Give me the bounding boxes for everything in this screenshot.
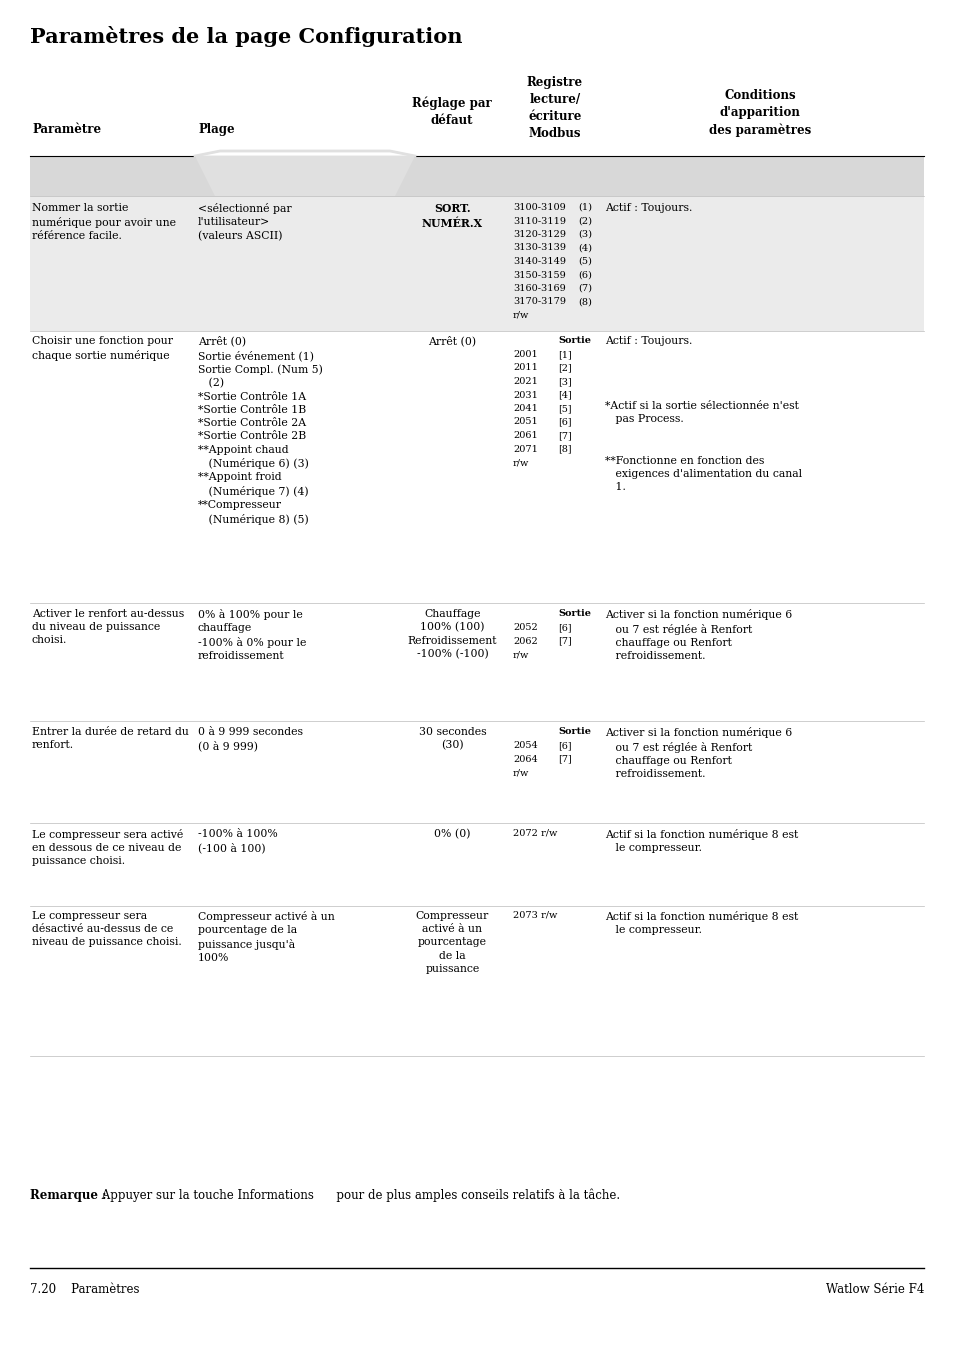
Text: 2061: 2061: [513, 431, 537, 440]
Text: (4): (4): [578, 243, 592, 253]
Text: Entrer la durée de retard du
renfort.: Entrer la durée de retard du renfort.: [32, 727, 189, 750]
Text: Compresseur
activé à un
pourcentage
de la
puissance: Compresseur activé à un pourcentage de l…: [416, 911, 489, 974]
Text: 2052: 2052: [513, 623, 537, 632]
Text: [2]: [2]: [558, 363, 571, 373]
Text: <sélectionné par
l'utilisateur>
(valeurs ASCII): <sélectionné par l'utilisateur> (valeurs…: [198, 203, 292, 240]
Text: Arrêt (0)
Sortie événement (1)
Sortie Compl. (Num 5)
   (2)
*Sortie Contrôle 1A
: Arrêt (0) Sortie événement (1) Sortie Co…: [198, 336, 322, 524]
Text: 2064: 2064: [513, 754, 537, 763]
Text: Registre
lecture/
écriture
Modbus: Registre lecture/ écriture Modbus: [526, 76, 582, 141]
Text: Nommer la sortie
numérique pour avoir une
référence facile.: Nommer la sortie numérique pour avoir un…: [32, 203, 175, 240]
Text: 2031: 2031: [513, 390, 537, 400]
Text: r/w: r/w: [513, 767, 529, 777]
Text: Choisir une fonction pour
chaque sortie numérique: Choisir une fonction pour chaque sortie …: [32, 336, 172, 361]
Text: 2072 r/w: 2072 r/w: [513, 830, 557, 838]
Text: [7]: [7]: [558, 636, 571, 646]
Text: Conditions
d'apparition
des paramètres: Conditions d'apparition des paramètres: [708, 89, 810, 136]
Text: (5): (5): [578, 257, 591, 266]
Text: Activer si la fonction numérique 6
   ou 7 est réglée à Renfort
   chauffage ou : Activer si la fonction numérique 6 ou 7 …: [604, 609, 791, 661]
Text: Appuyer sur la touche Informations      pour de plus amples conseils relatifs à : Appuyer sur la touche Informations pour …: [98, 1189, 619, 1202]
Text: r/w: r/w: [513, 311, 529, 320]
Bar: [30, 155, 923, 196]
Text: 3170-3179: 3170-3179: [513, 297, 565, 307]
Text: Actif : Toujours.: Actif : Toujours.: [604, 336, 692, 346]
Text: Le compresseur sera activé
en dessous de ce niveau de
puissance choisi.: Le compresseur sera activé en dessous de…: [32, 830, 183, 866]
Text: Sortie: Sortie: [558, 609, 590, 617]
Text: [6]: [6]: [558, 623, 571, 632]
Text: 3130-3139: 3130-3139: [513, 243, 565, 253]
Text: [6]: [6]: [558, 740, 571, 750]
Text: Sortie: Sortie: [558, 336, 590, 345]
Text: (8): (8): [578, 297, 591, 307]
Text: [8]: [8]: [558, 444, 571, 454]
Text: Actif si la fonction numérique 8 est
   le compresseur.: Actif si la fonction numérique 8 est le …: [604, 830, 798, 854]
Text: *Actif si la sortie sélectionnée n'est
   pas Process.: *Actif si la sortie sélectionnée n'est p…: [604, 401, 798, 424]
Text: -100% à 100%
(-100 à 100): -100% à 100% (-100 à 100): [198, 830, 277, 854]
Text: 3150-3159: 3150-3159: [513, 270, 565, 280]
Text: [5]: [5]: [558, 404, 571, 413]
Text: 2001: 2001: [513, 350, 537, 359]
Text: 2011: 2011: [513, 363, 537, 373]
Text: Arrêt (0): Arrêt (0): [428, 336, 476, 347]
Text: Watlow Série F4: Watlow Série F4: [824, 1283, 923, 1296]
Text: 2071: 2071: [513, 444, 537, 454]
Text: 3140-3149: 3140-3149: [513, 257, 565, 266]
Text: [1]: [1]: [558, 350, 571, 359]
Text: Réglage par
défaut: Réglage par défaut: [412, 96, 492, 127]
Text: 0 à 9 999 secondes
(0 à 9 999): 0 à 9 999 secondes (0 à 9 999): [198, 727, 303, 751]
Text: SORT.
NUMÉR.X: SORT. NUMÉR.X: [421, 203, 482, 228]
Text: Chauffage
100% (100)
Refroidissement
-100% (-100): Chauffage 100% (100) Refroidissement -10…: [407, 609, 497, 659]
Text: 3100-3109: 3100-3109: [513, 203, 565, 212]
Text: 3110-3119: 3110-3119: [513, 216, 565, 226]
Text: 2054: 2054: [513, 740, 537, 750]
Text: 30 secondes
(30): 30 secondes (30): [418, 727, 486, 751]
Text: [3]: [3]: [558, 377, 571, 386]
Text: 2073 r/w: 2073 r/w: [513, 911, 557, 920]
Text: 2021: 2021: [513, 377, 537, 386]
Text: 0% (0): 0% (0): [434, 830, 470, 839]
Text: [7]: [7]: [558, 431, 571, 440]
Text: 2062: 2062: [513, 636, 537, 646]
Text: (2): (2): [578, 216, 592, 226]
Text: Actif : Toujours.: Actif : Toujours.: [604, 203, 692, 213]
Text: (3): (3): [578, 230, 592, 239]
Text: r/w: r/w: [513, 458, 529, 467]
Bar: [30, 196, 923, 331]
Text: (6): (6): [578, 270, 591, 280]
Text: Sortie: Sortie: [558, 727, 590, 736]
Text: (1): (1): [578, 203, 592, 212]
Text: 2051: 2051: [513, 417, 537, 427]
Text: (7): (7): [578, 284, 592, 293]
Text: Compresseur activé à un
pourcentage de la
puissance jusqu'à
100%: Compresseur activé à un pourcentage de l…: [198, 911, 335, 963]
Text: Paramètres de la page Configuration: Paramètres de la page Configuration: [30, 26, 462, 47]
Text: 7.20    Paramètres: 7.20 Paramètres: [30, 1283, 139, 1296]
Text: [4]: [4]: [558, 390, 571, 400]
Text: [7]: [7]: [558, 754, 571, 763]
Text: Actif si la fonction numérique 8 est
   le compresseur.: Actif si la fonction numérique 8 est le …: [604, 911, 798, 935]
Text: Paramètre: Paramètre: [32, 123, 101, 136]
Text: [6]: [6]: [558, 417, 571, 427]
Text: Activer le renfort au-dessus
du niveau de puissance
choisi.: Activer le renfort au-dessus du niveau d…: [32, 609, 184, 646]
Text: Le compresseur sera
désactivé au-dessus de ce
niveau de puissance choisi.: Le compresseur sera désactivé au-dessus …: [32, 911, 182, 947]
Text: 2041: 2041: [513, 404, 537, 413]
Text: **Fonctionne en fonction des
   exigences d'alimentation du canal
   1.: **Fonctionne en fonction des exigences d…: [604, 457, 801, 492]
Text: Plage: Plage: [198, 123, 234, 136]
Text: 3160-3169: 3160-3169: [513, 284, 565, 293]
Text: r/w: r/w: [513, 650, 529, 659]
Polygon shape: [194, 155, 415, 196]
Text: 0% à 100% pour le
chauffage
-100% à 0% pour le
refroidissement: 0% à 100% pour le chauffage -100% à 0% p…: [198, 609, 306, 661]
Text: Activer si la fonction numérique 6
   ou 7 est réglée à Renfort
   chauffage ou : Activer si la fonction numérique 6 ou 7 …: [604, 727, 791, 780]
Text: 3120-3129: 3120-3129: [513, 230, 565, 239]
Text: Remarque :: Remarque :: [30, 1189, 107, 1202]
